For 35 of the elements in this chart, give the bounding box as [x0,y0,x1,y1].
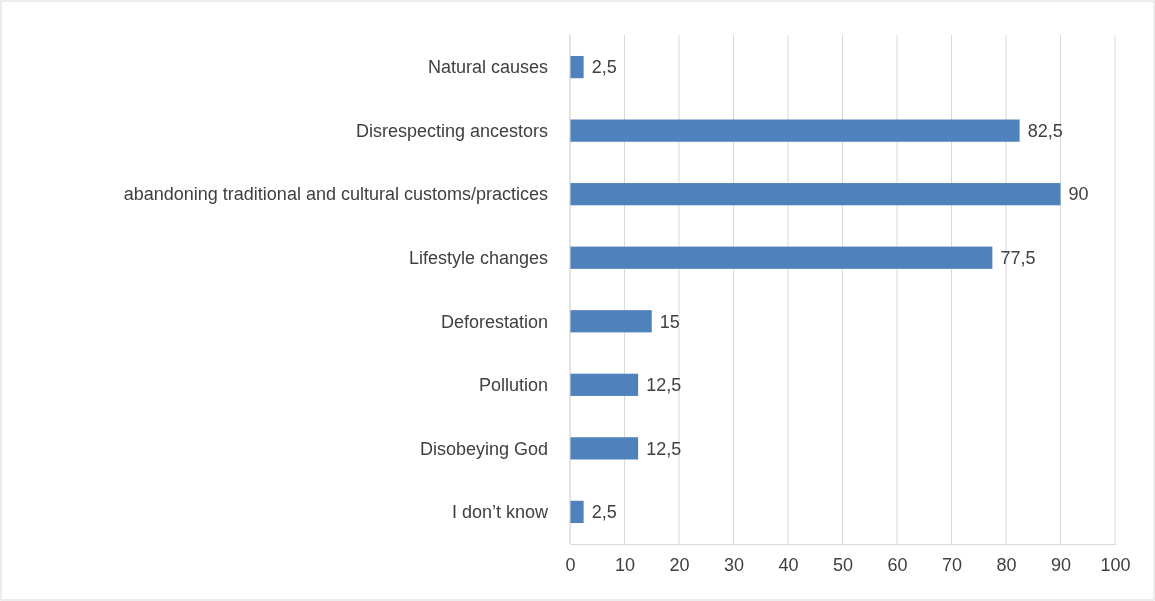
data-label: 12,5 [646,438,682,459]
y-tick-label: Natural causes [427,57,548,78]
x-tick-label: 40 [778,554,799,575]
data-label: 15 [659,311,680,332]
x-tick-label: 100 [1100,554,1131,575]
x-tick-label: 70 [941,554,963,575]
x-tick-label: 60 [887,554,908,575]
data-label: 82,5 [1027,120,1063,141]
data-label: 2,5 [591,502,617,523]
x-tick-label: 30 [723,554,745,575]
y-tick-label: Disobeying God [419,438,548,459]
data-label: 77,5 [1000,248,1036,269]
bar [570,183,1061,206]
y-tick-label: abandoning traditional and cultural customs/practices [123,184,548,205]
x-tick-label: 50 [832,554,854,575]
bar [570,437,639,460]
bar [570,373,639,396]
x-tick-label: 80 [996,554,1017,575]
bar [570,119,1020,142]
data-label: 2,5 [591,57,617,78]
bar [570,500,584,524]
y-tick-label: Pollution [478,375,548,396]
y-tick-label: Deforestation [440,311,548,332]
x-tick-label: 20 [669,554,690,575]
y-tick-label: Disrespecting ancestors [355,120,548,141]
bar [570,55,584,79]
x-tick-label: 10 [614,554,636,575]
y-tick-label: Lifestyle changes [408,248,548,269]
bar [570,246,993,269]
x-tick-label: 0 [565,554,576,575]
y-tick-label: I don’t know [451,502,549,523]
x-tick-label: 90 [1050,554,1072,575]
data-label: 90 [1068,184,1089,205]
bar [570,310,652,333]
data-label: 12,5 [646,375,682,396]
